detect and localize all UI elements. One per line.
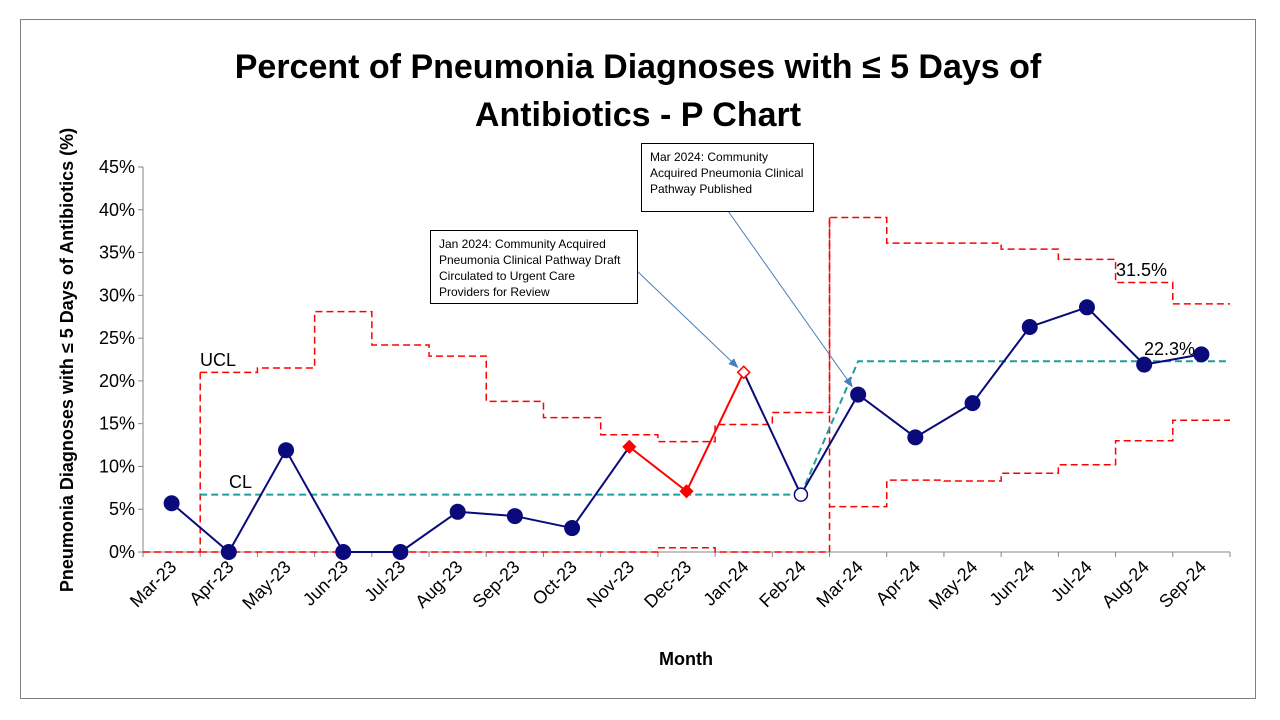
data-point xyxy=(793,487,809,502)
y-tick-label: 40% xyxy=(99,200,135,220)
data-point xyxy=(1078,299,1095,316)
series-line-segment xyxy=(170,502,230,553)
x-tick-label: Nov-23 xyxy=(583,557,638,612)
x-tick-label: May-24 xyxy=(925,557,982,614)
data-point xyxy=(736,365,751,380)
annotation-arrow-jan-2024 xyxy=(635,269,739,369)
annotation-arrow-mar-2024 xyxy=(727,210,853,388)
data-point xyxy=(449,503,466,520)
series-line-segment xyxy=(685,371,745,492)
data-point xyxy=(335,544,352,560)
y-tick-label: 5% xyxy=(109,499,135,519)
x-tick-label: Aug-23 xyxy=(411,557,466,612)
y-tick-label: 25% xyxy=(99,328,135,348)
x-tick-label: Jul-24 xyxy=(1047,557,1096,606)
series-line-segment xyxy=(1029,306,1088,328)
x-tick-label: Jan-24 xyxy=(699,557,752,610)
y-tick-label: 20% xyxy=(99,371,135,391)
annotation-arrows xyxy=(635,210,853,388)
series-line-segment xyxy=(857,393,916,439)
lcl-line xyxy=(200,419,1230,553)
series-line-segment xyxy=(914,402,974,439)
data-point xyxy=(1193,346,1210,363)
data-series xyxy=(163,299,1210,560)
data-point xyxy=(278,442,295,459)
series-line-segment xyxy=(514,515,573,530)
series-line-segment xyxy=(227,449,287,553)
data-point xyxy=(679,484,694,499)
series-line-segment xyxy=(1086,306,1145,366)
x-tick-label: Feb-24 xyxy=(755,557,809,611)
data-point xyxy=(907,429,924,446)
x-tick-label: Jul-23 xyxy=(360,557,409,606)
chart-frame xyxy=(20,19,1256,699)
series-line-segment xyxy=(285,449,345,553)
series-line-segment xyxy=(457,510,515,518)
ucl-value-label: 31.5% xyxy=(1116,260,1167,280)
x-axis-title: Month xyxy=(659,649,713,669)
center-line xyxy=(800,360,1230,496)
data-point xyxy=(392,544,409,560)
series-line-segment xyxy=(800,394,859,496)
x-axis: Mar-23 Apr-23 May-23 Jun-23 Jul-23 Aug-23 Sep-… xyxy=(126,551,1231,614)
data-point xyxy=(622,439,637,454)
series-line-segment xyxy=(628,445,688,493)
y-tick-label: 15% xyxy=(99,414,135,434)
series-line-segment xyxy=(399,510,459,553)
data-point xyxy=(163,495,180,512)
series-line-segment xyxy=(742,371,802,496)
data-point xyxy=(850,386,867,403)
cl-value-label: 22.3% xyxy=(1144,339,1195,359)
x-tick-label: Sep-24 xyxy=(1155,557,1210,612)
y-tick-label: 0% xyxy=(109,542,135,562)
x-tick-label: Apr-24 xyxy=(872,557,924,609)
series-line-segment xyxy=(971,326,1031,404)
x-tick-label: Sep-23 xyxy=(469,557,524,612)
y-tick-label: 30% xyxy=(99,285,135,305)
ucl-line xyxy=(200,216,1230,443)
series-line-segment xyxy=(1144,353,1202,366)
chart-title-line1: Percent of Pneumonia Diagnoses with ≤ 5 … xyxy=(235,48,1042,86)
chart-title-line2: Antibiotics - P Chart xyxy=(475,96,801,134)
data-point xyxy=(964,395,981,412)
x-tick-label: Oct-23 xyxy=(529,557,581,609)
series-line-segment xyxy=(571,446,631,529)
annotation-jan-2024: Jan 2024: Community Acquired Pneumonia C… xyxy=(430,230,638,304)
data-point xyxy=(1021,318,1038,335)
y-tick-label: 35% xyxy=(99,243,135,263)
x-tick-label: Mar-24 xyxy=(813,557,867,611)
control-limits xyxy=(143,216,1230,553)
ucl-label: UCL xyxy=(200,350,236,370)
cl-label: CL xyxy=(229,472,252,492)
y-tick-label: 45% xyxy=(99,157,135,177)
y-tick-label: 10% xyxy=(99,456,135,476)
x-tick-label: Apr-23 xyxy=(185,557,237,609)
x-tick-label: Mar-23 xyxy=(126,557,180,611)
y-axis: 0% 5% 10% 15% 20% 25% 30% 35% 40% 45% xyxy=(99,157,144,562)
x-tick-label: Jun-24 xyxy=(986,557,1039,610)
data-point xyxy=(1136,356,1153,373)
data-point xyxy=(564,520,581,537)
x-tick-label: Aug-24 xyxy=(1098,557,1153,612)
x-tick-label: Dec-23 xyxy=(640,557,695,612)
x-tick-label: Jun-23 xyxy=(299,557,352,610)
x-tick-label: May-23 xyxy=(238,557,295,614)
data-point xyxy=(506,508,523,525)
y-axis-title: Pneumonia Diagnoses with ≤ 5 Days of Ant… xyxy=(57,128,77,592)
annotation-mar-2024: Mar 2024: Community Acquired Pneumonia C… xyxy=(641,143,814,212)
data-point xyxy=(220,544,237,560)
